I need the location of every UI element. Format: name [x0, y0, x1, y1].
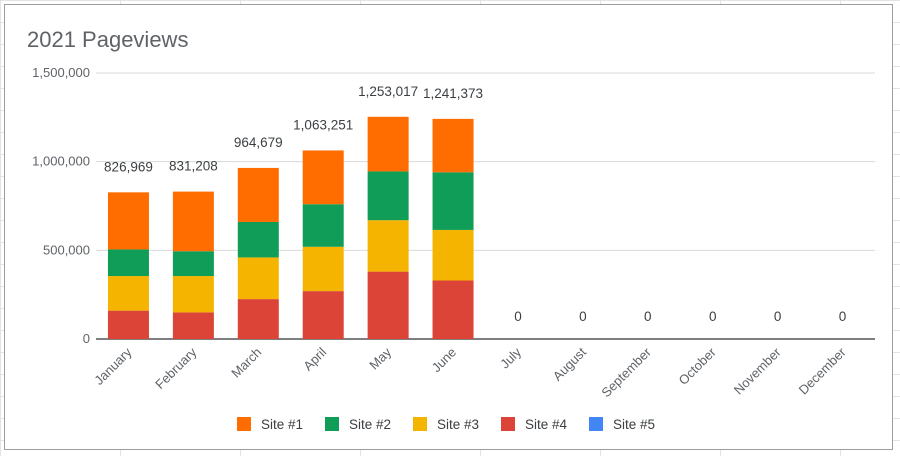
chart-title: 2021 Pageviews	[27, 27, 189, 52]
total-data-label: 0	[644, 309, 652, 324]
bar-segment[interactable]	[367, 116, 409, 172]
bar-segment[interactable]	[432, 118, 474, 173]
y-tick-label: 0	[83, 331, 90, 346]
legend-swatch[interactable]	[237, 417, 251, 431]
bar-segment[interactable]	[367, 171, 409, 221]
bar-segment[interactable]	[367, 271, 409, 339]
bar-segment[interactable]	[237, 167, 279, 222]
chart-container[interactable]: 2021 Pageviews 0 500,000 1,000,000 1,500,00…	[4, 4, 893, 450]
bar-segment[interactable]	[302, 291, 344, 339]
legend-label[interactable]: Site #4	[525, 417, 568, 432]
bar-segment[interactable]	[432, 172, 474, 230]
bar-segment[interactable]	[237, 299, 279, 339]
total-data-label: 0	[774, 309, 782, 324]
x-tick-label: October	[676, 344, 720, 388]
total-data-label: 0	[839, 309, 847, 324]
total-data-label: 1,241,373	[423, 86, 483, 101]
bar-segment[interactable]	[107, 276, 149, 311]
total-data-label: 0	[514, 309, 522, 324]
total-data-label: 831,208	[169, 159, 218, 174]
bar-segment[interactable]	[172, 191, 214, 252]
bar-segment[interactable]	[302, 204, 344, 247]
total-data-label: 1,063,251	[293, 117, 353, 132]
bar-segment[interactable]	[367, 220, 409, 272]
legend-label[interactable]: Site #1	[261, 417, 303, 432]
x-tick-label: August	[550, 344, 589, 383]
legend-swatch[interactable]	[325, 417, 339, 431]
y-tick-label: 1,500,000	[32, 65, 90, 80]
x-tick-label: February	[152, 344, 200, 392]
x-tick-label: September	[598, 344, 654, 400]
bar-segment[interactable]	[302, 246, 344, 292]
legend-label[interactable]: Site #2	[349, 417, 391, 432]
legend-label[interactable]: Site #3	[437, 417, 479, 432]
stacked-bar-chart: 0 500,000 1,000,000 1,500,000 826,969 January…	[32, 65, 875, 432]
bar-segment[interactable]	[172, 276, 214, 313]
total-data-label: 826,969	[104, 159, 153, 174]
x-tick-label: June	[429, 345, 460, 376]
bar-segment[interactable]	[237, 221, 279, 258]
bar-segment[interactable]	[172, 251, 214, 277]
y-tick-label: 1,000,000	[32, 154, 90, 169]
bar-segment[interactable]	[432, 229, 474, 281]
total-data-label: 964,679	[234, 135, 283, 150]
x-tick-label: November	[731, 344, 784, 397]
bar-segment[interactable]	[302, 150, 344, 205]
total-data-label: 0	[709, 309, 717, 324]
x-tick-label: January	[91, 344, 135, 388]
total-data-label: 1,253,017	[358, 84, 418, 99]
total-data-label: 0	[579, 309, 587, 324]
x-tick-label: March	[228, 345, 264, 381]
legend-label[interactable]: Site #5	[613, 417, 655, 432]
bar-segment[interactable]	[107, 192, 149, 250]
x-tick-label: July	[497, 344, 524, 371]
bar-segment[interactable]	[107, 310, 149, 339]
bar-segment[interactable]	[237, 257, 279, 300]
legend-swatch[interactable]	[589, 417, 603, 431]
x-tick-label: December	[796, 344, 849, 397]
legend-swatch[interactable]	[501, 417, 515, 431]
x-tick-label: May	[366, 344, 394, 372]
bar-segment[interactable]	[172, 312, 214, 339]
legend-swatch[interactable]	[413, 417, 427, 431]
bar-segment[interactable]	[107, 249, 149, 277]
x-tick-label: April	[300, 344, 329, 373]
y-tick-label: 500,000	[43, 242, 90, 257]
bar-segment[interactable]	[432, 280, 474, 339]
